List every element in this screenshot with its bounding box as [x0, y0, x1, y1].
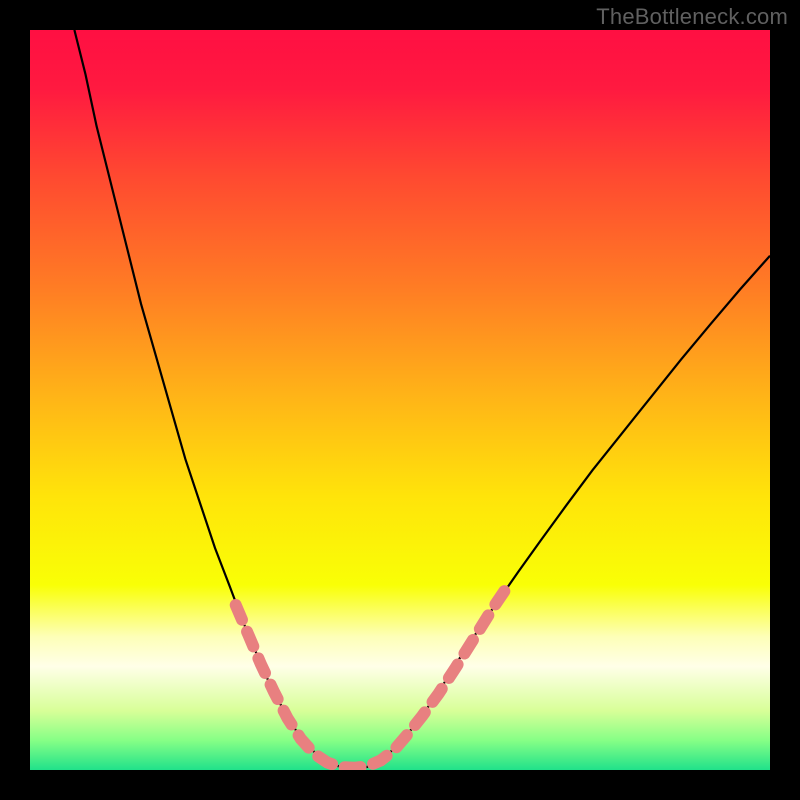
- curve-layer: [30, 30, 770, 770]
- bottleneck-curve: [74, 30, 770, 769]
- plot-area: [30, 30, 770, 770]
- marker-overlay: [236, 584, 510, 768]
- watermark-text: TheBottleneck.com: [596, 4, 788, 30]
